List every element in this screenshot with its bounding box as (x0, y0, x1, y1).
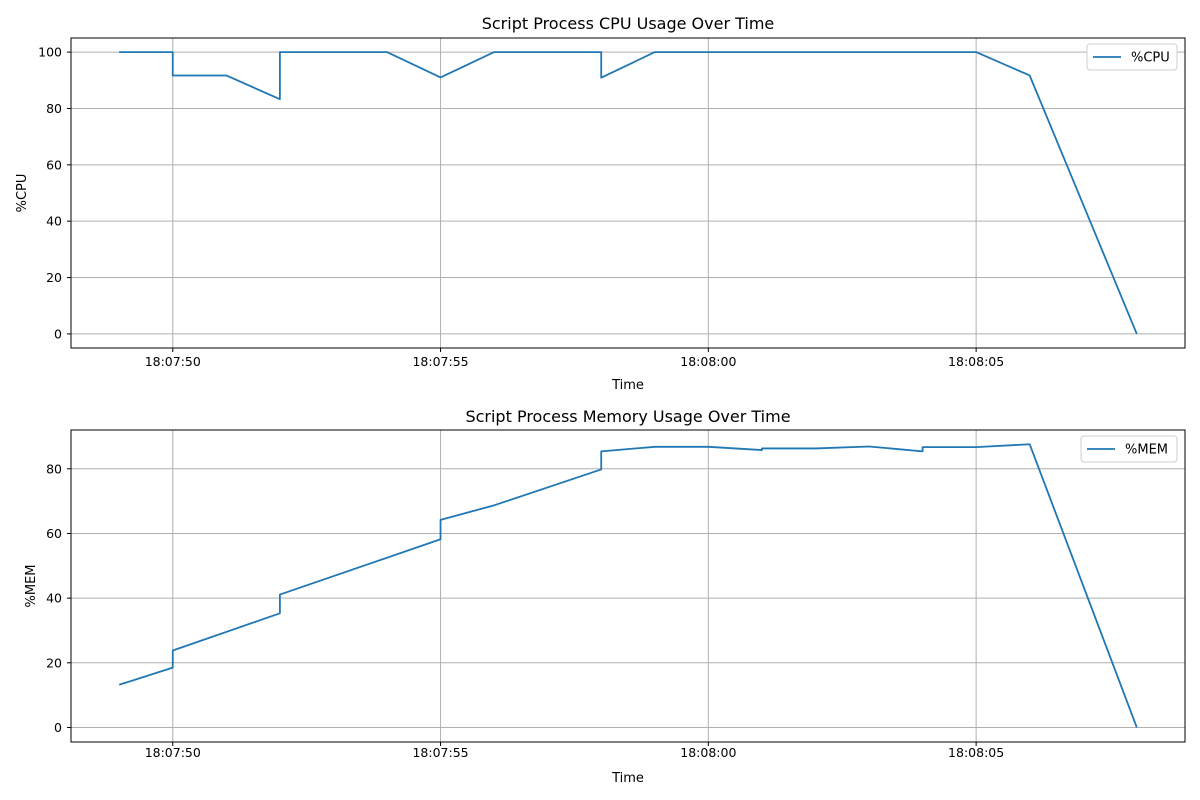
chart-title: Script Process Memory Usage Over Time (465, 407, 790, 426)
x-tick-label: 18:08:05 (948, 745, 1004, 760)
x-tick-label: 18:07:50 (145, 354, 201, 369)
y-tick-label: 20 (46, 655, 62, 670)
y-tick-label: 60 (46, 157, 62, 172)
y-tick-label: 100 (38, 45, 62, 60)
legend: %CPU (1086, 43, 1178, 71)
plot-frame (70, 37, 1186, 349)
y-tick-label: 80 (46, 461, 62, 476)
x-axis-label: Time (611, 378, 644, 393)
x-tick-label: 18:08:00 (680, 745, 736, 760)
y-tick-label: 40 (46, 591, 62, 606)
series-line-cpu (119, 51, 1138, 335)
y-axis-label: %CPU (15, 174, 30, 213)
chart-title: Script Process CPU Usage Over Time (482, 14, 775, 33)
x-tick-label: 18:07:55 (412, 745, 468, 760)
series-line-mem (118, 443, 1138, 728)
y-axis-label: %MEM (24, 565, 39, 608)
x-tick-label: 18:07:55 (412, 354, 468, 369)
legend-label: %CPU (1131, 51, 1170, 66)
plot-frame (70, 429, 1186, 743)
legend: %MEM (1080, 435, 1178, 463)
x-tick-label: 18:08:00 (680, 354, 736, 369)
x-tick-label: 18:08:05 (948, 354, 1004, 369)
legend-label: %MEM (1125, 443, 1168, 458)
legend-box (1080, 435, 1178, 463)
y-tick-label: 40 (46, 214, 62, 229)
y-tick-label: 60 (46, 526, 62, 541)
y-tick-label: 80 (46, 101, 62, 116)
y-tick-label: 0 (54, 720, 62, 735)
chart-cpu: 18:07:50 18:07:55 18:08:00 18:08:05 0 20 40 60 8… (15, 14, 1186, 393)
x-axis-label: Time (611, 771, 644, 786)
y-tick-label: 0 (54, 326, 62, 341)
chart-mem: 18:07:50 18:07:55 18:08:00 18:08:05 0 20 40 60 8… (24, 407, 1186, 786)
y-tick-label: 20 (46, 270, 62, 285)
legend-box (1086, 43, 1178, 71)
x-tick-label: 18:07:50 (145, 745, 201, 760)
